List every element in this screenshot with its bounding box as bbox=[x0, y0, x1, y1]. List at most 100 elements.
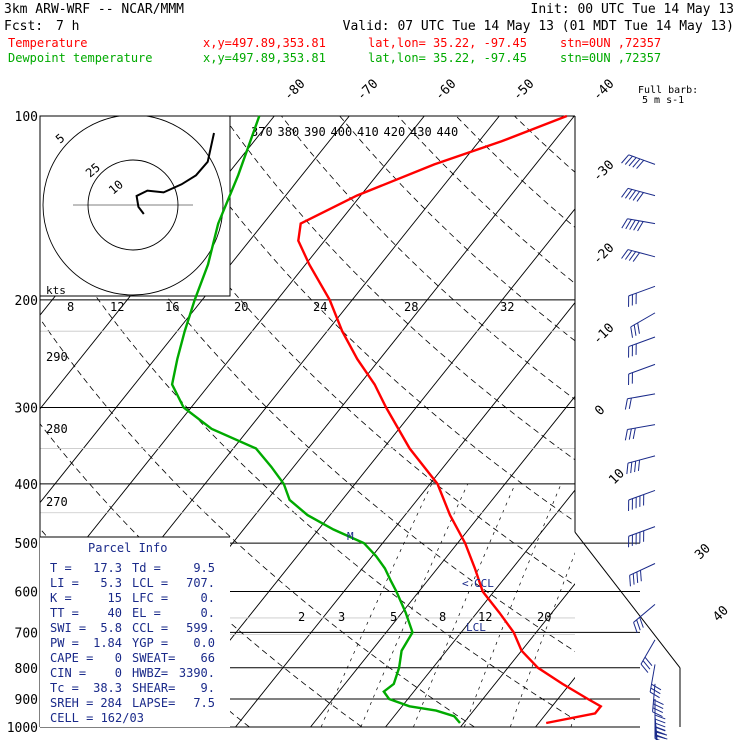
parcel-info-cell: Td = bbox=[132, 561, 161, 575]
parcel-info-cell: 3390. bbox=[179, 666, 215, 680]
theta-label: 400 bbox=[331, 125, 353, 139]
parcel-info-cell: 40 bbox=[108, 606, 122, 620]
model-title: 3km ARW-WRF -- NCAR/MMM bbox=[4, 2, 184, 17]
forecast-label: Fcst: bbox=[4, 19, 43, 34]
parcel-info-cell: TT = bbox=[50, 606, 79, 620]
wind-barb bbox=[624, 393, 656, 410]
legend-xy: x,y=497.89,353.81 bbox=[203, 51, 326, 65]
theta-label: 390 bbox=[304, 125, 326, 139]
parcel-info-cell: 9.5 bbox=[193, 561, 215, 575]
parcel-info-cell: Tc = bbox=[50, 681, 79, 695]
legend-xy: x,y=497.89,353.81 bbox=[203, 36, 326, 50]
parcel-info-cell: 284 bbox=[100, 696, 122, 710]
isotherm-line bbox=[310, 395, 575, 727]
pressure-tick-label: 900 bbox=[15, 693, 38, 708]
isotherm-label: -30 bbox=[590, 158, 617, 185]
parcel-info-cell: SHEAR= bbox=[132, 681, 175, 695]
parcel-info-cell: 5.3 bbox=[100, 576, 122, 590]
parcel-info-cell: LFC = bbox=[132, 591, 168, 605]
wind-barb bbox=[621, 154, 656, 169]
theta-label: 440 bbox=[437, 125, 459, 139]
legend-latlon: lat,lon= 35.22, -97.45 bbox=[368, 51, 527, 65]
wind-barb bbox=[628, 489, 656, 511]
wind-barb bbox=[654, 724, 657, 740]
dry-adiabat bbox=[689, 116, 740, 727]
parcel-info-cell: YGP = bbox=[132, 636, 168, 650]
theta-label: 280 bbox=[46, 422, 68, 436]
isotherm-line bbox=[160, 208, 575, 727]
wind-barb bbox=[621, 249, 656, 262]
parcel-info-cell: 17.3 bbox=[93, 561, 122, 575]
background-lines bbox=[40, 116, 740, 727]
pressure-tick-label: 600 bbox=[15, 585, 38, 600]
mixing-ratio-label: 20 bbox=[537, 610, 551, 624]
dry-adiabat bbox=[40, 423, 363, 727]
theta-label: 410 bbox=[357, 125, 379, 139]
parcel-info-cell: T = bbox=[50, 561, 72, 575]
barb-key-units: 5 m s-1 bbox=[642, 95, 684, 106]
legend-temperature: Temperature x,y=497.89,353.81 lat,lon= 3… bbox=[8, 36, 661, 50]
parcel-info-cell: 0. bbox=[201, 606, 215, 620]
isotherm-label: -10 bbox=[590, 321, 617, 348]
dry-adiabat bbox=[48, 116, 575, 652]
parcel-info-cell: SREH = bbox=[50, 696, 93, 710]
isotherm-label: -40 bbox=[590, 77, 617, 104]
wind-barb bbox=[629, 563, 656, 587]
parcel-info-frame bbox=[40, 537, 230, 727]
mixing-ratio-label: 28 bbox=[404, 300, 418, 314]
parcel-info-panel: Parcel Info T = 17.3 Td = 9.5 LI = 5.3 LCL = 70… bbox=[40, 536, 230, 727]
parcel-info-cell: 1.84 bbox=[93, 636, 122, 650]
valid-time: Valid: 07 UTC Tue 14 May 13 (01 MDT Tue … bbox=[343, 19, 734, 34]
dry-adiabat bbox=[40, 210, 575, 721]
parcel-info-cell: CELL = 162/03 bbox=[50, 711, 144, 725]
theta-label: 270 bbox=[46, 495, 68, 509]
wind-barb bbox=[630, 312, 656, 338]
mixing-ratio-label: 20 bbox=[234, 300, 248, 314]
wind-barb bbox=[649, 664, 662, 699]
theta-label: 370 bbox=[251, 125, 273, 139]
parcel-info-title: Parcel Info bbox=[88, 541, 167, 555]
parcel-info-cell: LI = bbox=[50, 576, 79, 590]
mixing-ratio-line bbox=[413, 483, 516, 727]
theta-label: 380 bbox=[278, 125, 300, 139]
isotherm-label: 40 bbox=[710, 603, 732, 625]
lcl-label: LCL bbox=[466, 621, 486, 634]
parcel-info-cell: CCL = bbox=[132, 621, 168, 635]
pressure-tick-label: 300 bbox=[15, 402, 38, 417]
mixing-ratio-line bbox=[509, 552, 575, 727]
wind-barb bbox=[633, 604, 656, 633]
barb-key-label: Full barb: bbox=[638, 85, 698, 96]
wind-barb bbox=[628, 285, 656, 307]
legend-station: stn=0UN ,72357 bbox=[560, 36, 661, 50]
mixing-ratio-line bbox=[629, 484, 709, 727]
wind-barb bbox=[621, 218, 656, 232]
isotherm-label: 30 bbox=[692, 541, 714, 563]
isotherm-line bbox=[686, 116, 740, 727]
parcel-info-cell: HWBZ= bbox=[132, 666, 168, 680]
wind-barb bbox=[628, 336, 656, 358]
wind-barb bbox=[628, 526, 656, 548]
hodograph-frame bbox=[39, 115, 231, 297]
parcel-info-cell: 5.8 bbox=[100, 621, 122, 635]
dry-adiabat bbox=[514, 116, 575, 173]
mixing-ratio-label: 5 bbox=[390, 610, 397, 624]
hodograph-ring bbox=[42, 116, 224, 296]
wind-barb bbox=[626, 455, 656, 475]
mixing-ratio-label: 24 bbox=[313, 300, 327, 314]
parcel-info-cell: 66 bbox=[201, 651, 215, 665]
dry-adiabat bbox=[40, 317, 475, 727]
legend-latlon: lat,lon= 35.22, -97.45 bbox=[368, 36, 527, 50]
isotherm-line bbox=[611, 116, 740, 727]
dry-adiabat bbox=[281, 116, 575, 401]
parcel-info-cell: LAPSE= bbox=[132, 696, 175, 710]
mixing-ratio-label: 12 bbox=[478, 610, 492, 624]
mixing-ratio-label: 12 bbox=[110, 300, 124, 314]
hodograph-trace bbox=[135, 132, 215, 215]
parcel-info-cell: K = bbox=[50, 591, 72, 605]
parcel-info-cell: 599. bbox=[186, 621, 215, 635]
wind-barb bbox=[628, 363, 656, 385]
parcel-info-cell: 0 bbox=[115, 666, 122, 680]
wind-barb bbox=[621, 187, 656, 202]
theta-label: 430 bbox=[410, 125, 432, 139]
